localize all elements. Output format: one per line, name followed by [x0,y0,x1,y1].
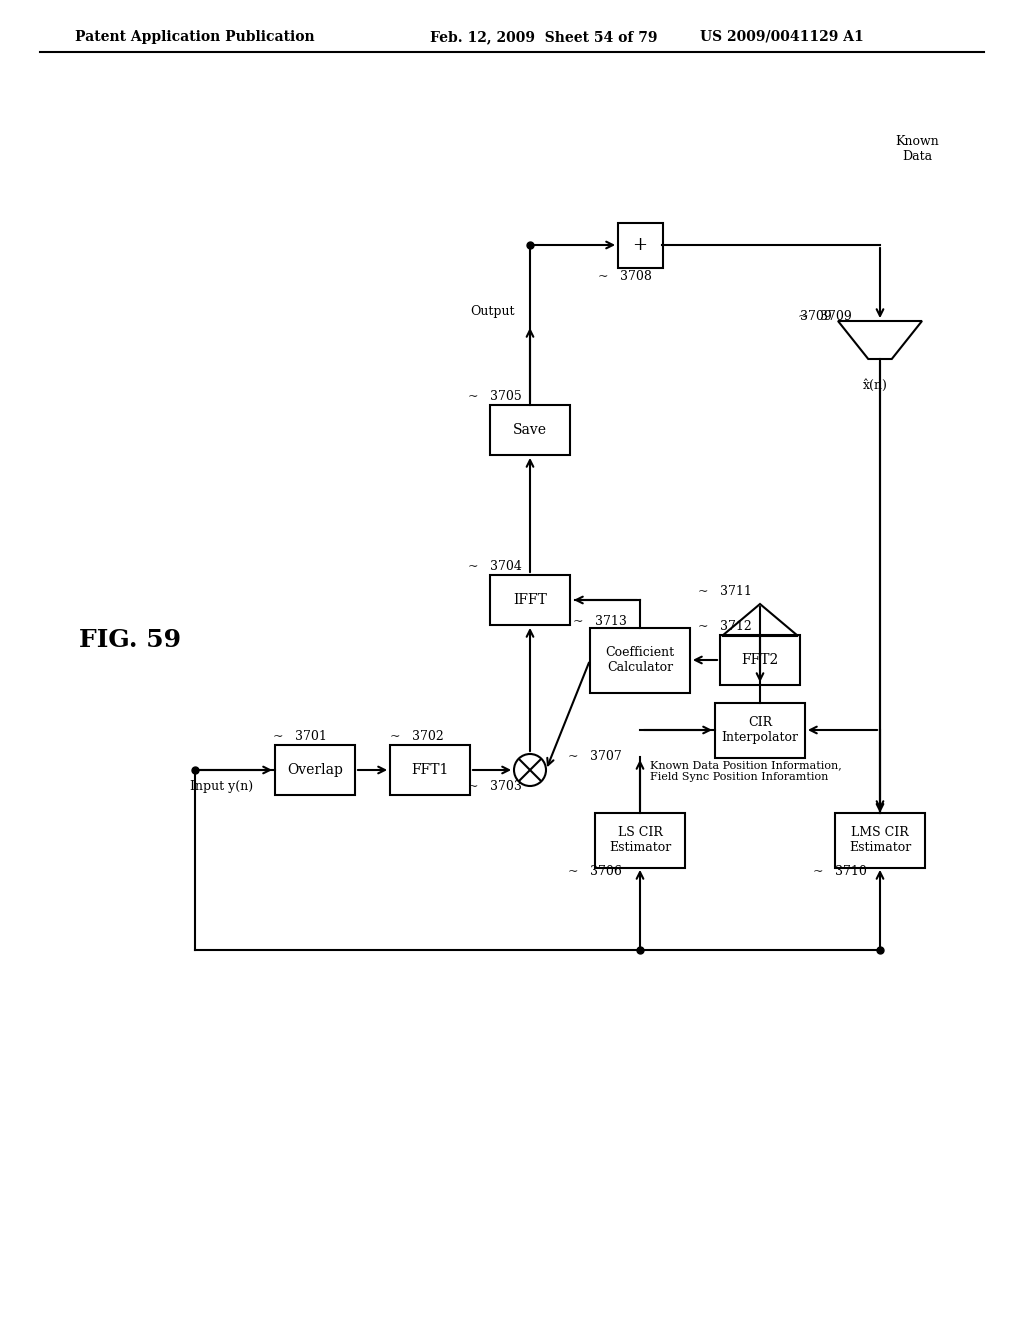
Text: 3709: 3709 [820,310,852,323]
Text: 3710: 3710 [835,865,867,878]
Text: FIG. 59: FIG. 59 [79,628,181,652]
Text: LS CIR
Estimator: LS CIR Estimator [609,826,671,854]
Text: ~: ~ [598,271,608,282]
Text: 3712: 3712 [720,620,752,634]
Text: Input y(n): Input y(n) [190,780,253,793]
Text: ~: ~ [573,615,584,628]
Text: ~: ~ [798,310,809,323]
Text: 3706: 3706 [590,865,622,878]
Text: Output: Output [470,305,514,318]
Bar [275,744,355,795]
Text: 3713: 3713 [595,615,627,628]
Text: ~: ~ [468,780,478,793]
Text: 3703: 3703 [490,780,522,793]
Text: 3709: 3709 [800,310,831,323]
Text: 3701: 3701 [295,730,327,743]
Text: Coefficient
Calculator: Coefficient Calculator [605,645,675,675]
Text: x̂(n): x̂(n) [862,379,888,392]
Text: CIR
Interpolator: CIR Interpolator [722,715,799,744]
Text: Overlap: Overlap [287,763,343,777]
Text: LMS CIR
Estimator: LMS CIR Estimator [849,826,911,854]
Text: 3704: 3704 [490,560,522,573]
Text: ~: ~ [390,730,400,743]
Text: Save: Save [513,422,547,437]
Text: ~: ~ [273,730,284,743]
Bar [835,813,925,867]
Text: 3708: 3708 [620,271,652,282]
Text: US 2009/0041129 A1: US 2009/0041129 A1 [700,30,864,44]
Text: ~: ~ [468,560,478,573]
Text: 3702: 3702 [412,730,443,743]
Text: 3707: 3707 [590,750,622,763]
Bar [490,405,570,455]
Text: 3711: 3711 [720,585,752,598]
Text: FFT2: FFT2 [741,653,778,667]
Bar [617,223,663,268]
Text: IFFT: IFFT [513,593,547,607]
Bar [390,744,470,795]
Text: ~: ~ [813,865,823,878]
Text: Known
Data: Known Data [895,135,939,162]
Text: ~: ~ [698,620,709,634]
Text: Known Data Position Information,
Field Sync Position Inforamtion: Known Data Position Information, Field S… [650,760,842,781]
Bar [595,813,685,867]
Text: +: + [633,236,647,253]
Text: ~: ~ [698,585,709,598]
Bar [715,702,805,758]
Text: ~: ~ [568,865,579,878]
Text: 3705: 3705 [490,389,522,403]
Text: Feb. 12, 2009  Sheet 54 of 79: Feb. 12, 2009 Sheet 54 of 79 [430,30,657,44]
Bar [720,635,800,685]
Bar [490,576,570,624]
Text: ~: ~ [468,389,478,403]
Text: FFT1: FFT1 [412,763,449,777]
Text: Patent Application Publication: Patent Application Publication [75,30,314,44]
Bar [590,627,690,693]
Text: ~: ~ [568,750,579,763]
